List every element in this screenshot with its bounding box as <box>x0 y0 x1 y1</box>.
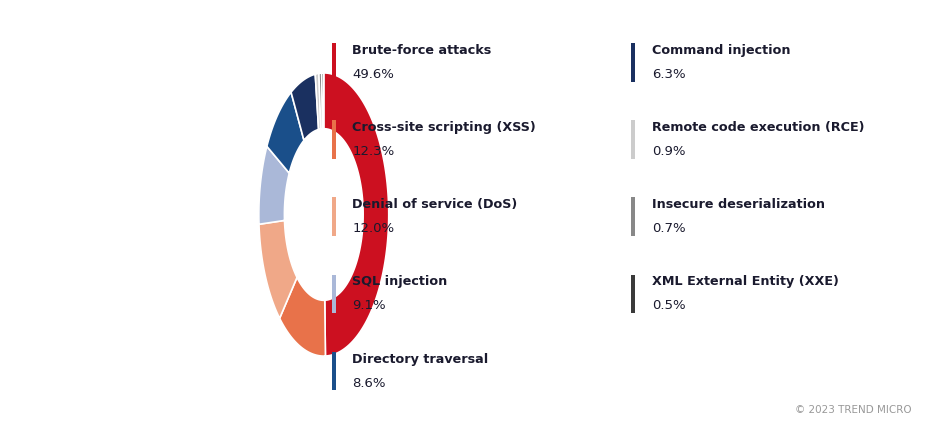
Text: 0.5%: 0.5% <box>652 299 685 312</box>
Text: Command injection: Command injection <box>652 44 790 57</box>
Bar <box>332 43 336 82</box>
Text: SQL injection: SQL injection <box>352 275 448 288</box>
Bar <box>631 197 635 236</box>
Bar <box>631 120 635 159</box>
Polygon shape <box>259 221 297 318</box>
Text: Cross-site scripting (XSS): Cross-site scripting (XSS) <box>352 121 537 134</box>
Text: 9.1%: 9.1% <box>352 299 386 312</box>
Polygon shape <box>259 146 289 224</box>
Bar <box>332 352 336 390</box>
Polygon shape <box>315 73 321 130</box>
Bar <box>332 197 336 236</box>
Polygon shape <box>319 73 323 129</box>
Text: 12.3%: 12.3% <box>352 145 395 158</box>
Polygon shape <box>322 73 324 129</box>
Polygon shape <box>266 92 304 173</box>
Text: 12.0%: 12.0% <box>352 222 395 235</box>
Text: 49.6%: 49.6% <box>352 68 395 81</box>
Polygon shape <box>280 278 325 356</box>
Text: Brute-force attacks: Brute-force attacks <box>352 44 492 57</box>
Polygon shape <box>324 73 389 356</box>
Bar <box>332 120 336 159</box>
Bar <box>631 43 635 82</box>
Text: 0.9%: 0.9% <box>652 145 685 158</box>
Bar <box>631 275 635 313</box>
Polygon shape <box>291 74 319 140</box>
Text: © 2023 TREND MICRO: © 2023 TREND MICRO <box>795 405 912 415</box>
Text: 0.7%: 0.7% <box>652 222 685 235</box>
Bar <box>332 275 336 313</box>
Text: Remote code execution (RCE): Remote code execution (RCE) <box>652 121 864 134</box>
Text: Denial of service (DoS): Denial of service (DoS) <box>352 198 518 211</box>
Text: 8.6%: 8.6% <box>352 377 386 390</box>
Text: XML External Entity (XXE): XML External Entity (XXE) <box>652 275 839 288</box>
Text: Directory traversal: Directory traversal <box>352 353 489 366</box>
Text: 6.3%: 6.3% <box>652 68 685 81</box>
Text: Insecure deserialization: Insecure deserialization <box>652 198 825 211</box>
